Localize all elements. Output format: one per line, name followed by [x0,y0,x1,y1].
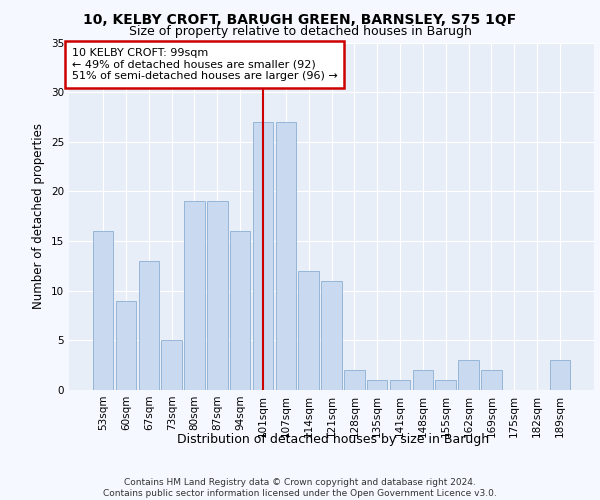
Bar [436,380,456,390]
Bar [139,261,159,390]
Bar [481,370,502,390]
Bar [344,370,365,390]
Text: 10 KELBY CROFT: 99sqm
← 49% of detached houses are smaller (92)
51% of semi-deta: 10 KELBY CROFT: 99sqm ← 49% of detached … [71,48,337,81]
Bar [207,202,227,390]
Bar [390,380,410,390]
Bar [253,122,273,390]
Bar [550,360,570,390]
Bar [367,380,388,390]
Bar [161,340,182,390]
Text: Distribution of detached houses by size in Barugh: Distribution of detached houses by size … [177,432,489,446]
Text: Size of property relative to detached houses in Barugh: Size of property relative to detached ho… [128,25,472,38]
Bar [298,271,319,390]
Bar [458,360,479,390]
Bar [116,300,136,390]
Bar [93,231,113,390]
Bar [413,370,433,390]
Bar [184,202,205,390]
Y-axis label: Number of detached properties: Number of detached properties [32,123,46,309]
Bar [230,231,250,390]
Text: 10, KELBY CROFT, BARUGH GREEN, BARNSLEY, S75 1QF: 10, KELBY CROFT, BARUGH GREEN, BARNSLEY,… [83,12,517,26]
Bar [275,122,296,390]
Text: Contains HM Land Registry data © Crown copyright and database right 2024.
Contai: Contains HM Land Registry data © Crown c… [103,478,497,498]
Bar [321,281,342,390]
